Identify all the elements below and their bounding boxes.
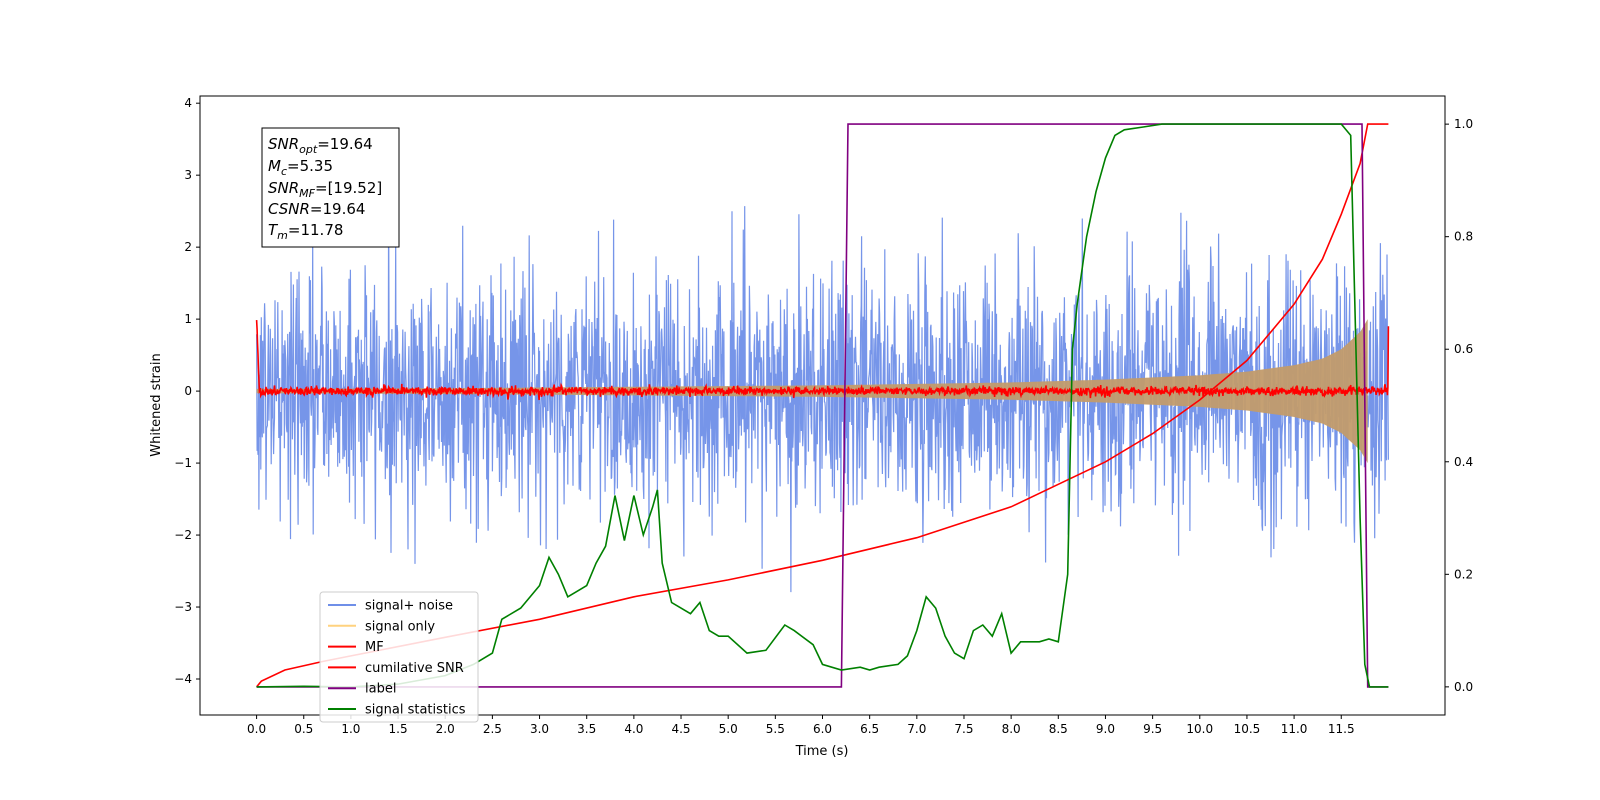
x-tick-label: 4.5 [671,722,690,736]
x-tick-label: 3.0 [530,722,549,736]
y-tick-label: 2 [184,240,192,254]
y-tick-label: −2 [174,528,192,542]
series-signal-statistics [256,123,1389,688]
y-tick-label: −4 [174,672,192,686]
annotation-csnr: CSNR=19.64 [268,200,365,218]
y-tick-label: −1 [174,456,192,470]
y-tick-label: 4 [184,96,192,110]
x-tick-label: 9.5 [1143,722,1162,736]
annotation-frame [261,127,400,248]
x-tick-label: 4.0 [624,722,643,736]
y-axis-label: Whitened strain [149,353,164,456]
legend-label-signal-only: signal only [365,619,435,634]
legend-label-signal-noise: signal+ noise [365,599,453,614]
y2-tick-label: 0.0 [1454,680,1473,694]
x-tick-label: 0.0 [247,722,266,736]
x-tick-label: 1.5 [389,722,408,736]
x-tick-label: 6.5 [860,722,879,736]
legend-frame [319,591,479,723]
series-mf [255,320,1390,401]
x-tick-label: 8.0 [1002,722,1021,736]
x-tick-label: 5.5 [766,722,785,736]
annotation-snr-mf: SNRMF=[19.52] [268,179,382,200]
legend: signal+ noise signal only MF cumilative SNR… [319,591,479,723]
x-tick-label: 3.5 [577,722,596,736]
legend-label-mf: MF [365,640,384,655]
x-tick-label: 7.5 [954,722,973,736]
x-axis: 0.0 0.5 1.0 1.5 2.0 2.5 3.0 3.5 4.0 4.5 5.0 5.5 6.0 6… [247,715,1355,736]
x-tick-label: 6.0 [813,722,832,736]
legend-label-cumilative-snr: cumilative SNR [365,661,464,676]
x-tick-label: 2.0 [436,722,455,736]
y2-tick-label: 1.0 [1454,117,1473,131]
x-tick-label: 11.0 [1281,722,1308,736]
x-tick-label: 11.5 [1328,722,1355,736]
y2-tick-label: 0.2 [1454,567,1473,581]
x-tick-label: 2.5 [483,722,502,736]
y-tick-label: −3 [174,600,192,614]
x-tick-label: 9.0 [1096,722,1115,736]
y-axis-right: 1.0 0.8 0.6 0.4 0.2 0.0 [1445,117,1473,694]
y2-tick-label: 0.8 [1454,230,1473,244]
y-tick-label: 1 [184,312,192,326]
x-axis-label: Time (s) [795,744,849,759]
x-tick-label: 5.0 [719,722,738,736]
x-tick-label: 1.0 [341,722,360,736]
annotation-mc: Mc=5.35 [268,157,333,178]
x-tick-label: 10.5 [1234,722,1261,736]
y-axis-left: 4 3 2 1 0 −1 −2 −3 −4 [174,96,200,686]
legend-label-signal-statistics: signal statistics [365,703,466,718]
y2-tick-label: 0.4 [1454,455,1473,469]
y-tick-label: 0 [184,384,192,398]
annotation-snr-opt: SNRopt=19.64 [268,135,373,156]
y2-tick-label: 0.6 [1454,342,1473,356]
x-tick-label: 8.5 [1049,722,1068,736]
legend-label-label: label [365,682,396,697]
y-tick-label: 3 [184,168,192,182]
x-tick-label: 0.5 [294,722,313,736]
annotation-box: SNRopt=19.64 Mc=5.35 SNRMF=[19.52] CSNR=… [261,127,400,248]
x-tick-label: 7.0 [907,722,926,736]
annotation-tm: Tm=11.78 [268,221,343,242]
x-tick-label: 10.0 [1186,722,1213,736]
